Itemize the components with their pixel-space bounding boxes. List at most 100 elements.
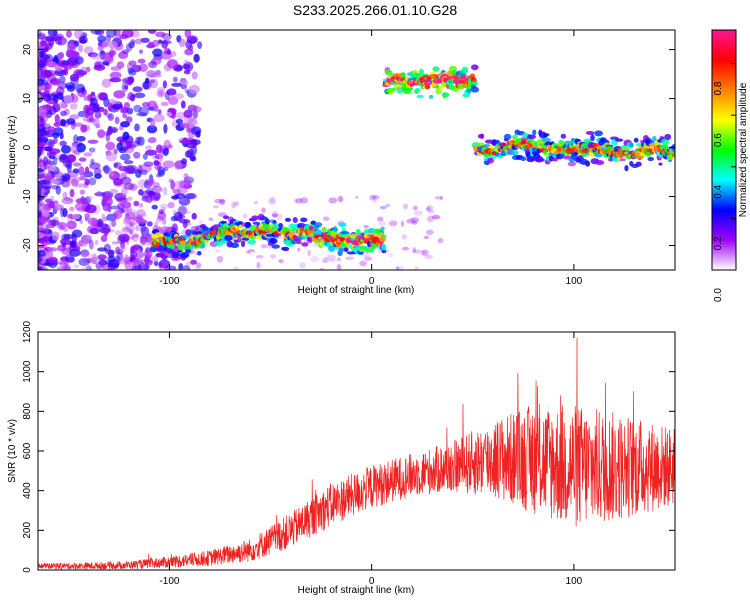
spectrogram-cell	[412, 247, 416, 254]
spectrogram-cell	[480, 133, 485, 140]
snr-x-axis-label: Height of straight line (km)	[298, 585, 415, 596]
spectrogram-cell	[295, 241, 302, 245]
spectrogram-cell	[58, 222, 67, 228]
spectrogram-cell	[119, 106, 127, 114]
spectrogram-cell	[41, 219, 51, 227]
spectrogram-cell	[435, 84, 440, 89]
spectrogram-cell	[93, 167, 102, 176]
spectrogram-cell	[132, 86, 143, 93]
spectrogram-cell	[173, 211, 183, 222]
spectrogram-cell	[107, 102, 113, 112]
spectrogram-cell	[269, 196, 275, 204]
spectrogram-cell	[53, 127, 64, 136]
spectrogram-cell	[487, 157, 494, 164]
spectrogram-cell	[102, 60, 110, 66]
spectrogram-cell	[121, 82, 129, 92]
spectrogram-cell	[153, 191, 161, 202]
spectrogram-cell	[147, 30, 157, 34]
spectrogram-cell	[106, 30, 117, 38]
y-tick-label: 800	[22, 403, 33, 420]
spectrogram-cell	[135, 250, 145, 259]
spectrogram-cell	[103, 164, 110, 175]
spectrogram-cell	[154, 232, 162, 239]
spectrogram-cell	[47, 259, 56, 263]
spectrogram-cell	[543, 133, 550, 137]
spectrogram-cell	[43, 241, 47, 249]
spectrogram-cell	[295, 197, 303, 204]
spectrogram-cell	[58, 101, 66, 109]
spectrogram-cell	[189, 156, 197, 162]
spectrogram-cell	[629, 142, 634, 148]
spectrogram-cell	[153, 261, 159, 267]
spectrogram-cell	[52, 216, 59, 223]
spectrogram-cell	[38, 168, 45, 173]
spectrogram-cell	[382, 78, 388, 83]
spectrogram-cell	[38, 33, 46, 40]
spectrogram-cell	[652, 135, 657, 142]
spectrogram-cell	[69, 114, 80, 120]
spectrogram-cell	[68, 245, 81, 252]
y-tick-label: 10	[22, 93, 33, 105]
spectrogram-cell	[111, 103, 123, 110]
spectrogram-cell	[132, 209, 137, 215]
spectrogram-cell	[148, 178, 154, 186]
spectrogram-cell	[57, 53, 64, 60]
spectrogram-cell	[99, 226, 109, 234]
spectrogram-cell	[314, 229, 323, 237]
spectrogram-cell	[47, 30, 58, 37]
spectrogram-cell	[635, 161, 642, 167]
spectrogram-cell	[380, 226, 385, 230]
spectrogram-cell	[65, 30, 72, 38]
spectrogram-cell	[73, 264, 80, 268]
spectrogram-cell	[39, 243, 45, 249]
spectrogram-cell	[41, 182, 53, 188]
spectrogram-cell	[57, 82, 68, 90]
snr-y-axis-label: SNR (10 * v/v)	[7, 419, 18, 483]
x-tick-label: 0	[369, 276, 375, 287]
x-tick-label: 100	[566, 276, 583, 287]
spectrogram-cell	[69, 188, 75, 198]
spectrogram-cell	[299, 262, 306, 269]
spectrogram-cell	[61, 175, 67, 182]
spectrogram-cell	[105, 152, 117, 162]
spectrogram-x-axis-label: Height of straight line (km)	[298, 285, 415, 296]
spectrogram-cell	[214, 198, 223, 204]
spectrogram-cell	[66, 43, 78, 50]
spectrogram-cell	[172, 188, 181, 195]
spectrogram-cell	[378, 249, 382, 254]
spectrogram-cell	[101, 213, 106, 220]
spectrogram-cell	[113, 212, 119, 218]
spectrogram-cell	[38, 250, 46, 257]
spectrogram-cell	[195, 262, 202, 269]
spectrogram-cell	[87, 52, 99, 58]
spectrogram-cell	[61, 241, 66, 248]
spectrogram-cell	[117, 234, 126, 244]
spectrogram-cell	[177, 205, 187, 216]
spectrogram-cell	[113, 90, 126, 99]
spectrogram-cell	[120, 240, 126, 250]
spectrogram-cell	[59, 260, 68, 265]
spectrogram-cell	[136, 112, 148, 117]
spectrogram-cell	[527, 134, 537, 140]
spectrogram-cell	[244, 222, 251, 228]
spectrogram-cell	[81, 253, 85, 260]
spectrogram-cell	[48, 165, 56, 172]
spectrogram-cell	[181, 206, 188, 214]
spectrogram-cell	[388, 220, 398, 227]
spectrogram-cell	[76, 197, 88, 205]
spectrogram-cell	[81, 266, 90, 270]
spectrogram-cell	[47, 203, 52, 209]
spectrogram-frame	[37, 29, 676, 271]
spectrogram-cell	[111, 128, 117, 133]
spectrogram-cell	[594, 153, 603, 158]
spectrogram-cell	[123, 216, 133, 220]
spectrogram-cell	[141, 190, 153, 200]
spectrogram-cell	[116, 251, 124, 262]
spectrogram-cell	[173, 160, 183, 170]
spectrogram-cell	[38, 93, 42, 99]
spectrogram-cell	[150, 78, 159, 89]
spectrogram-cell	[186, 192, 197, 200]
spectrogram-cell	[80, 249, 90, 257]
spectrogram-cell	[307, 249, 311, 257]
spectrogram-cell	[321, 226, 327, 233]
